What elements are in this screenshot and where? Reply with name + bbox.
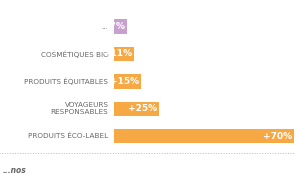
- Bar: [114, 19, 127, 34]
- Text: +25%: +25%: [128, 104, 157, 113]
- Bar: [114, 102, 159, 116]
- Text: +11%: +11%: [103, 50, 132, 58]
- Bar: [114, 47, 134, 61]
- Text: +7%: +7%: [102, 22, 125, 31]
- Bar: [114, 74, 141, 89]
- Bar: [114, 129, 294, 143]
- Text: +70%: +70%: [263, 132, 292, 141]
- Text: +15%: +15%: [110, 77, 139, 86]
- Text: ...nos: ...nos: [3, 166, 27, 175]
